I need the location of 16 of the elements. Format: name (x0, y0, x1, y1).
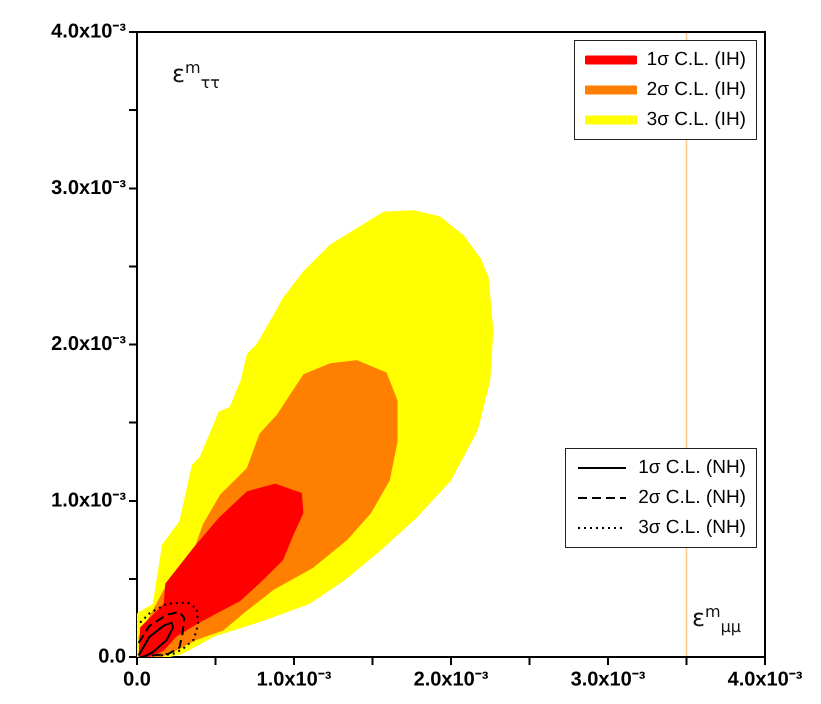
x-tick-label: 2.0x10⁻³ (414, 668, 489, 691)
y-tick-label: 0.0 (98, 646, 126, 668)
legend-label: 3σ C.L. (NH) (638, 517, 746, 539)
y-tick-label: 3.0x10⁻³ (51, 176, 126, 199)
x-tick-label: 0.0 (123, 668, 151, 691)
legend-label: 1σ C.L. (NH) (638, 457, 746, 479)
y-tick-label: 2.0x10⁻³ (51, 333, 126, 356)
legend-label: 3σ C.L. (IH) (646, 109, 746, 131)
y-tick-label: 1.0x10⁻³ (51, 489, 126, 512)
y-tick-label: 4.0x10⁻³ (51, 20, 126, 43)
x-tick-label: 4.0x10⁻³ (728, 668, 803, 691)
x-tick-label: 3.0x10⁻³ (570, 668, 646, 691)
x-tick-label: 1.0x10⁻³ (256, 668, 332, 691)
legend-label: 2σ C.L. (NH) (638, 487, 746, 509)
legend-label: 2σ C.L. (IH) (646, 79, 746, 101)
legend-label: 1σ C.L. (IH) (646, 49, 746, 71)
